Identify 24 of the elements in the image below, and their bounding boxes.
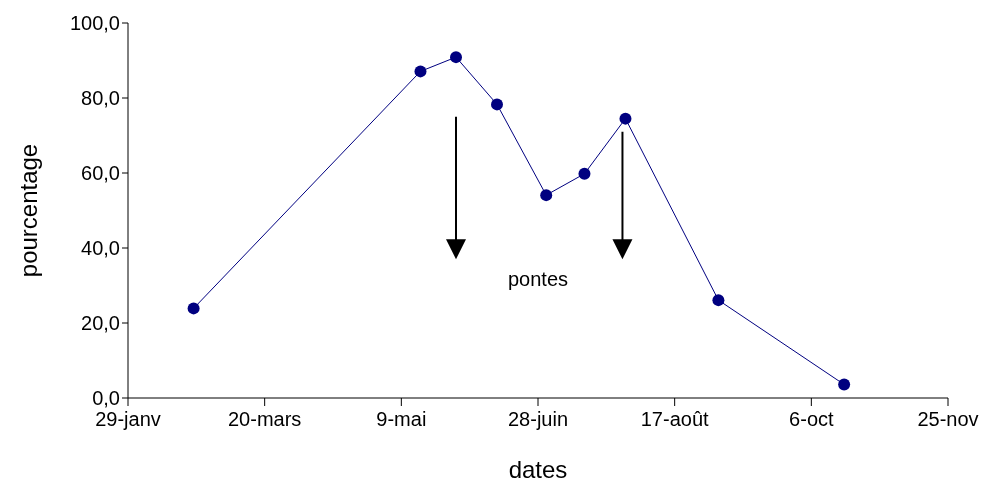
x-tick-label: 6-oct <box>789 408 835 431</box>
y-axis-title: pourcentage <box>14 143 42 278</box>
x-tick-label: 25-nov <box>917 408 979 431</box>
y-tick-label: 0,0 <box>92 387 120 410</box>
x-axis-title: dates <box>508 456 568 483</box>
x-tick-label: 29-janv <box>95 408 161 431</box>
y-tick-label: 60,0 <box>81 162 120 185</box>
point <box>540 189 553 202</box>
point <box>619 112 632 125</box>
y-tick-label: 20,0 <box>81 312 120 335</box>
y-tick-label: 80,0 <box>81 87 120 110</box>
point <box>578 167 591 180</box>
annotation: pontes <box>507 267 569 290</box>
x-tick-label: 17-août <box>640 408 710 431</box>
x-tick-label: 9-mai <box>376 408 427 431</box>
x-tick-label: 28-juin <box>507 408 569 431</box>
y-tick-label: 40,0 <box>81 237 120 260</box>
point <box>414 65 427 78</box>
y-tick-label: 100,0 <box>69 12 120 35</box>
point <box>491 98 503 111</box>
point <box>838 378 851 391</box>
point <box>712 294 725 307</box>
x-tick-label: 20-mars <box>227 408 302 431</box>
point <box>450 51 462 64</box>
